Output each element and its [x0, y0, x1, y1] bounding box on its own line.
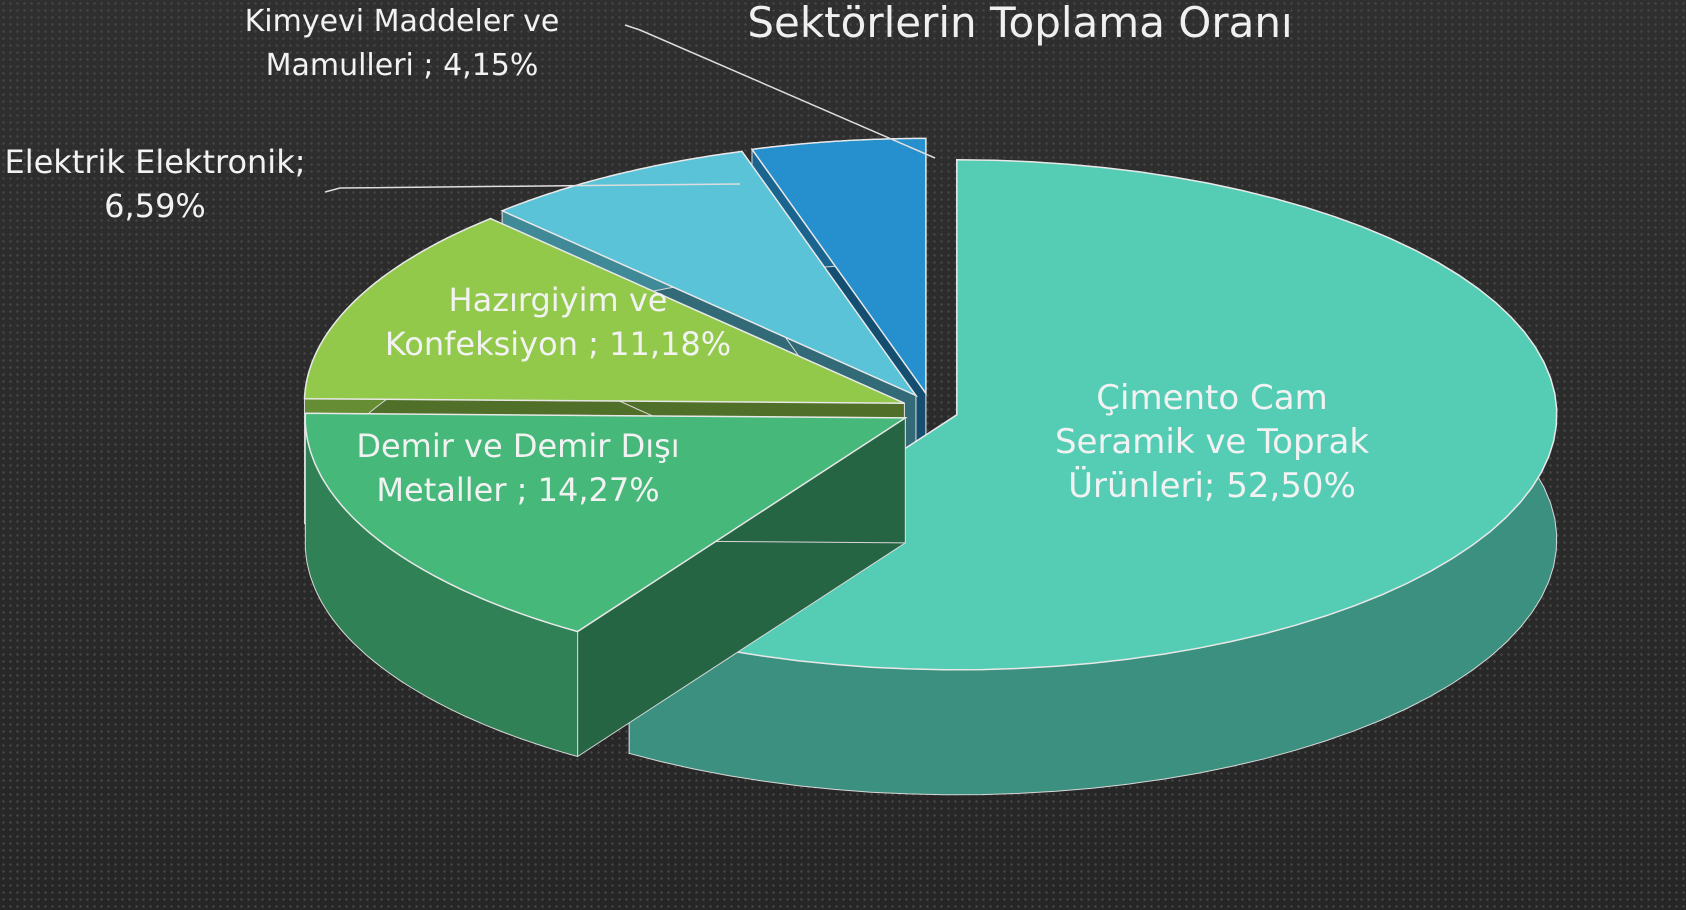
leader-line: [324, 183, 741, 193]
label-value: 6,59%: [104, 187, 206, 225]
slice: [304, 412, 908, 633]
label-category: Hazırgiyim ve Konfeksiyon ;: [384, 281, 668, 363]
label-value: 4,15%: [443, 48, 539, 83]
slice: [303, 217, 905, 404]
slice: [304, 412, 908, 758]
label-category: Demir ve Demir Dışı Metaller ;: [356, 427, 680, 509]
label-value: 11,18%: [609, 325, 732, 363]
data-label: Demir ve Demir Dışı Metaller ; 14,27%: [328, 424, 708, 512]
label-category: Kimyevi Maddeler ve Mamulleri ;: [244, 4, 560, 83]
data-label: Çimento Cam Seramik ve Toprak Ürünleri; …: [1032, 376, 1392, 508]
data-label: Elektrik Elektronik; 6,59%: [0, 140, 315, 228]
data-label: Hazırgiyim ve Konfeksiyon ; 11,18%: [373, 278, 743, 366]
chart-title: Sektörlerin Toplama Oranı: [747, 0, 1293, 47]
label-category: Çimento Cam Seramik ve Toprak Ürünleri;: [1054, 378, 1370, 506]
label-value: 14,27%: [537, 471, 660, 509]
slice: [750, 137, 927, 396]
label-category: Elektrik Elektronik;: [4, 143, 306, 181]
data-label: Kimyevi Maddeler ve Mamulleri ; 4,15%: [202, 0, 602, 88]
slice: [500, 150, 919, 398]
leader-line: [624, 24, 936, 159]
label-value: 52,50%: [1226, 466, 1356, 506]
